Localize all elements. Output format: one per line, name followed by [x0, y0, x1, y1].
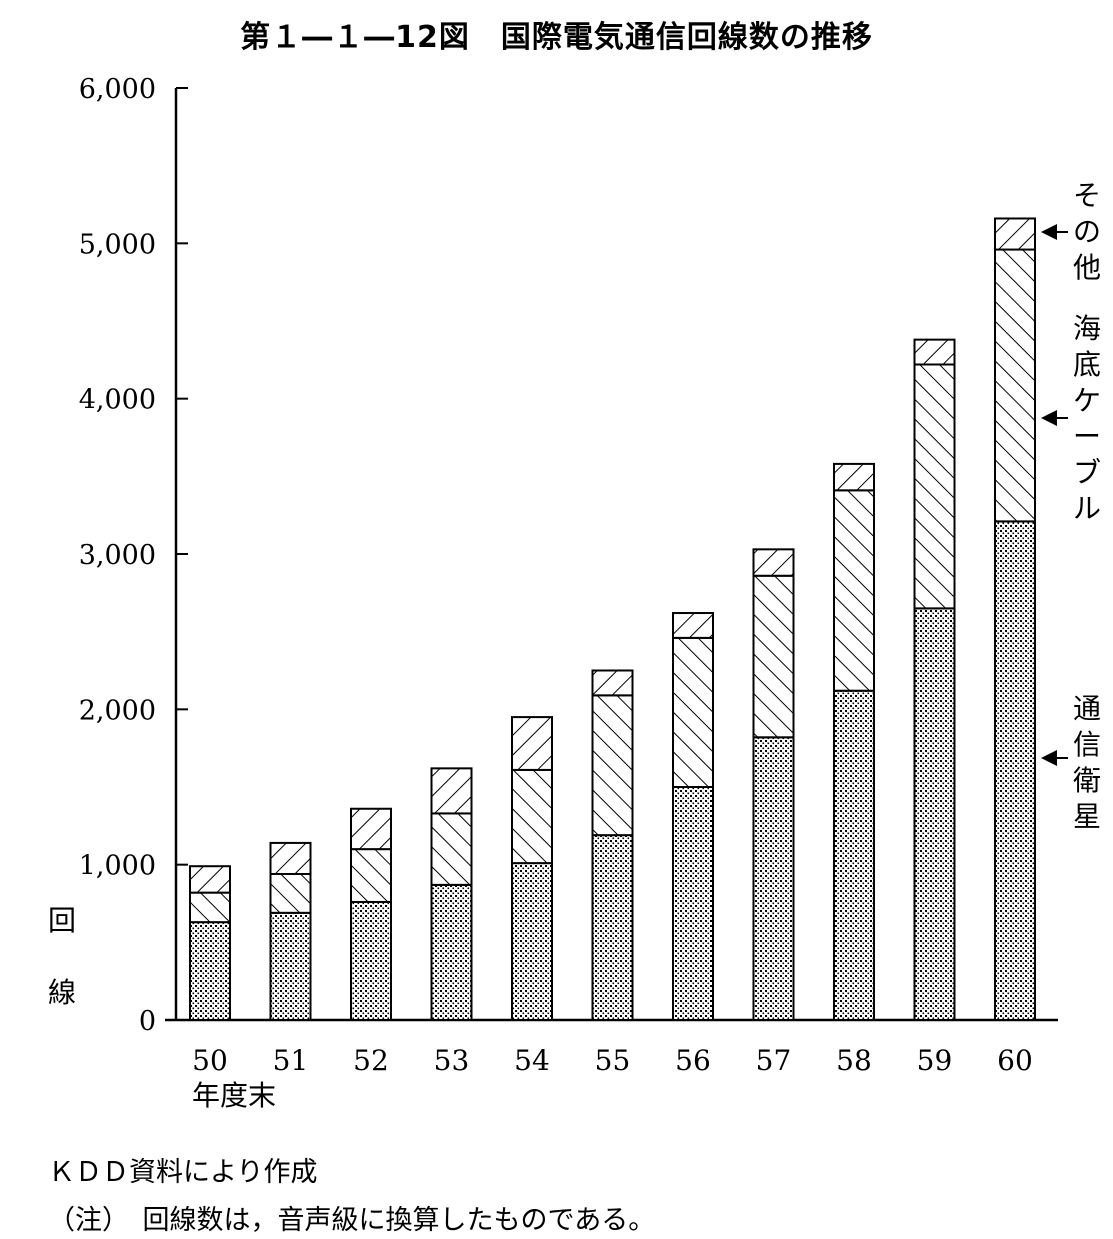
x-tick-label: 54	[514, 1044, 550, 1077]
bar-segment-other	[591, 669, 634, 697]
bar-stack	[350, 807, 392, 1021]
bar-segment-satellite	[994, 520, 1036, 1021]
y-tick-label: 2,000	[79, 695, 156, 726]
bar-segment-satellite	[672, 786, 714, 1021]
bar-segment-satellite	[189, 921, 231, 1022]
y-axis: 0 1,000 2,000 3,000 4,000 5,000 6,000	[79, 74, 188, 1037]
x-tick-label: 50	[192, 1044, 228, 1077]
chart-title: 第１―１―12図 国際電気通信回線数の推移	[240, 20, 873, 55]
bar-segment-submarine-cable	[672, 636, 714, 788]
bar-segment-other	[994, 217, 1036, 251]
y-axis-label-char-1: 回	[48, 904, 76, 937]
bar-stack	[269, 841, 312, 1022]
x-tick-label: 57	[756, 1044, 792, 1077]
y-tick-label: 4,000	[79, 385, 156, 416]
bar-segment-satellite	[430, 883, 473, 1021]
bar-segment-submarine-cable	[430, 812, 473, 886]
bar-segment-other	[672, 612, 714, 639]
bar-segment-other	[511, 716, 553, 771]
bar-segment-submarine-cable	[350, 848, 392, 903]
source-note: ＫＤＤ資料により作成	[48, 1157, 318, 1188]
bar-segment-other	[430, 767, 473, 815]
x-tick-label: 58	[836, 1044, 872, 1077]
x-tick-label: 51	[273, 1044, 309, 1077]
x-tick-label: 53	[434, 1044, 470, 1077]
bar-segment-satellite	[591, 834, 634, 1021]
bar-stack	[913, 338, 956, 1021]
footnote: （注） 回線数は，音声級に換算したものである。	[48, 1205, 656, 1236]
x-tick-label: 52	[353, 1044, 389, 1077]
bar-segment-satellite	[913, 607, 956, 1021]
y-tick-label: 3,000	[79, 540, 156, 571]
bar-stack	[430, 767, 473, 1021]
x-tick-label: 59	[917, 1044, 953, 1077]
y-tick-label: 0	[139, 1006, 156, 1037]
bar-segment-submarine-cable	[752, 574, 795, 739]
bar-segment-submarine-cable	[994, 248, 1036, 523]
x-axis: 50 51 52 53 54 55 56 57 58 59 60	[165, 1018, 1058, 1077]
bar-segment-other	[189, 865, 231, 894]
bar-segment-satellite	[752, 736, 795, 1021]
bar-segment-submarine-cable	[833, 489, 875, 692]
bars	[189, 217, 1036, 1022]
bar-segment-other	[269, 841, 312, 875]
bar-segment-submarine-cable	[189, 891, 231, 924]
bar-stack	[189, 865, 231, 1022]
bar-stack	[672, 612, 714, 1021]
bar-segment-submarine-cable	[913, 363, 956, 610]
bar-segment-submarine-cable	[269, 872, 312, 914]
bar-segment-satellite	[833, 689, 875, 1022]
y-tick-label: 5,000	[79, 229, 156, 260]
x-tick-label: 55	[595, 1044, 631, 1077]
bar-segment-other	[350, 807, 392, 851]
bar-segment-satellite	[511, 862, 553, 1022]
bar-stack	[591, 669, 634, 1021]
bar-segment-submarine-cable	[511, 768, 553, 865]
y-axis-label-char-2: 線	[48, 976, 76, 1009]
bar-segment-satellite	[269, 911, 312, 1022]
legend-other: その他	[1073, 179, 1101, 284]
bar-segment-submarine-cable	[591, 694, 634, 837]
x-tick-label: 60	[997, 1044, 1033, 1077]
x-tick-label: 56	[675, 1044, 711, 1077]
y-tick-label: 6,000	[79, 74, 156, 105]
bar-segment-other	[833, 462, 875, 492]
bar-segment-other	[913, 338, 956, 366]
bar-stack	[752, 548, 795, 1021]
bar-stack	[994, 217, 1036, 1021]
bar-segment-satellite	[350, 900, 392, 1021]
bar-stack	[511, 716, 553, 1022]
legend-satellite: 通信衛星	[1073, 692, 1101, 833]
bar-stack	[833, 462, 875, 1022]
x-axis-label: 年度末	[192, 1079, 276, 1112]
legend-submarine-cable: 海底ケーブル	[1073, 312, 1101, 525]
bar-segment-other	[752, 548, 795, 577]
y-tick-label: 1,000	[79, 851, 156, 882]
